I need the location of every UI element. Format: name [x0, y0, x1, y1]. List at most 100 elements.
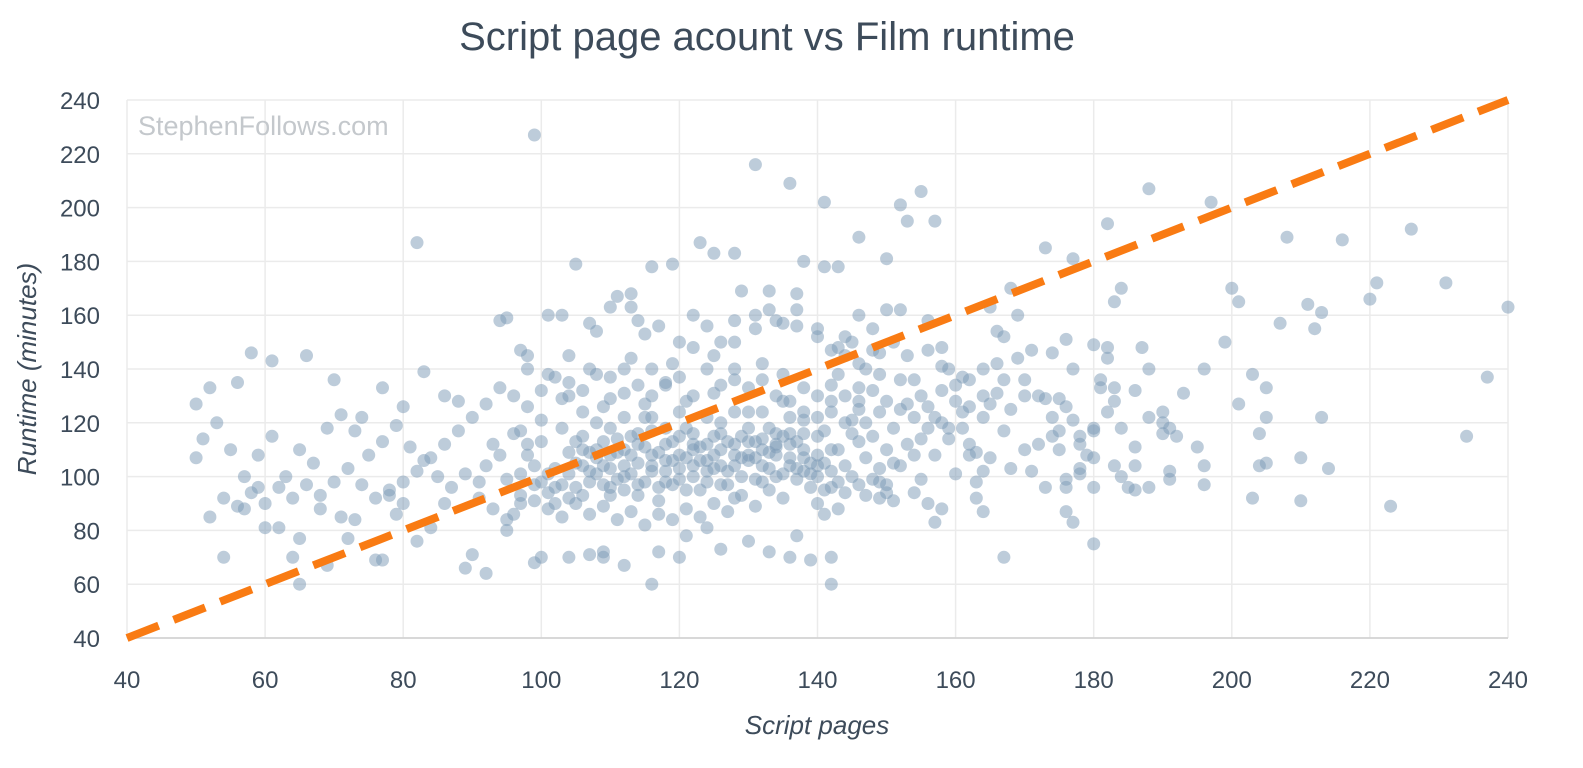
data-point: [1259, 410, 1273, 424]
data-point: [811, 322, 824, 336]
data-point: [603, 370, 617, 384]
data-point: [617, 483, 631, 497]
data-point: [541, 486, 555, 500]
data-point: [1004, 462, 1018, 475]
data-point: [313, 502, 327, 516]
data-point: [707, 497, 721, 510]
data-point: [562, 445, 576, 459]
data-point: [714, 542, 728, 556]
data-point: [1004, 402, 1018, 416]
data-point: [562, 550, 576, 564]
data-point: [417, 454, 431, 467]
data-point: [935, 341, 949, 354]
data-point: [631, 456, 645, 470]
data-point: [907, 448, 921, 462]
data-point: [265, 429, 279, 443]
data-point: [962, 400, 976, 414]
data-point: [610, 513, 624, 527]
y-tick-label: 240: [60, 88, 100, 115]
data-point: [880, 303, 894, 317]
data-point: [686, 389, 700, 403]
data-point: [555, 510, 569, 524]
data-point: [472, 475, 486, 489]
data-point: [866, 472, 880, 486]
data-point: [1114, 421, 1128, 435]
data-point: [935, 384, 949, 397]
data-point: [969, 491, 983, 505]
data-point: [804, 480, 818, 494]
data-point: [921, 400, 935, 414]
data-point: [334, 510, 348, 524]
data-point: [348, 513, 362, 527]
data-point: [500, 523, 514, 537]
data-point: [1204, 195, 1218, 209]
data-point: [1128, 440, 1142, 454]
data-point: [859, 451, 873, 465]
data-point: [742, 421, 755, 435]
data-point: [921, 497, 935, 510]
data-point: [534, 413, 548, 427]
data-point: [755, 357, 769, 371]
data-point: [1259, 456, 1273, 470]
data-point: [465, 548, 479, 562]
data-point: [1087, 480, 1101, 494]
data-point: [1142, 410, 1156, 424]
data-point: [1197, 478, 1211, 492]
data-point: [700, 319, 714, 333]
data-point: [1032, 437, 1045, 451]
data-point: [1107, 459, 1121, 473]
data-point: [755, 373, 769, 387]
data-point: [1052, 443, 1066, 457]
data-point: [852, 230, 866, 244]
data-point: [396, 497, 410, 510]
data-point: [286, 491, 300, 505]
data-point: [817, 195, 831, 209]
data-point: [1142, 480, 1156, 494]
data-point: [672, 370, 686, 384]
data-point: [493, 381, 507, 395]
data-point: [1025, 464, 1039, 478]
data-point: [935, 416, 949, 430]
data-point: [873, 491, 887, 505]
data-point: [362, 448, 376, 462]
data-point: [583, 316, 597, 330]
data-point: [293, 443, 307, 457]
data-point: [583, 507, 597, 521]
data-point: [652, 494, 666, 508]
data-point: [969, 445, 983, 459]
data-point: [396, 475, 410, 489]
x-tick-label: 180: [1074, 667, 1114, 694]
data-point: [645, 362, 659, 376]
data-point: [1045, 429, 1059, 443]
data-point: [824, 405, 838, 419]
data-point: [831, 502, 845, 516]
data-point: [251, 448, 265, 462]
data-point: [617, 459, 631, 473]
x-tick-label: 60: [252, 667, 279, 694]
data-point: [396, 400, 410, 414]
data-point: [824, 577, 838, 591]
data-point: [748, 499, 762, 513]
data-point: [824, 443, 838, 457]
data-point: [838, 330, 852, 344]
data-point: [341, 462, 355, 475]
data-point: [541, 308, 555, 322]
data-point: [631, 488, 645, 502]
data-point: [811, 459, 824, 473]
data-point: [956, 421, 969, 435]
data-point: [838, 459, 852, 473]
data-point: [1087, 424, 1101, 438]
data-point: [645, 389, 659, 403]
data-point: [617, 362, 631, 376]
data-point: [748, 308, 762, 322]
data-point: [203, 381, 217, 395]
data-point: [514, 424, 528, 438]
data-point: [1101, 351, 1114, 365]
data-point: [1197, 459, 1211, 473]
data-point: [880, 443, 894, 457]
data-point: [887, 494, 900, 508]
x-tick-label: 100: [521, 667, 561, 694]
data-point: [624, 429, 638, 443]
data-point: [507, 389, 521, 403]
data-point: [1335, 233, 1349, 247]
